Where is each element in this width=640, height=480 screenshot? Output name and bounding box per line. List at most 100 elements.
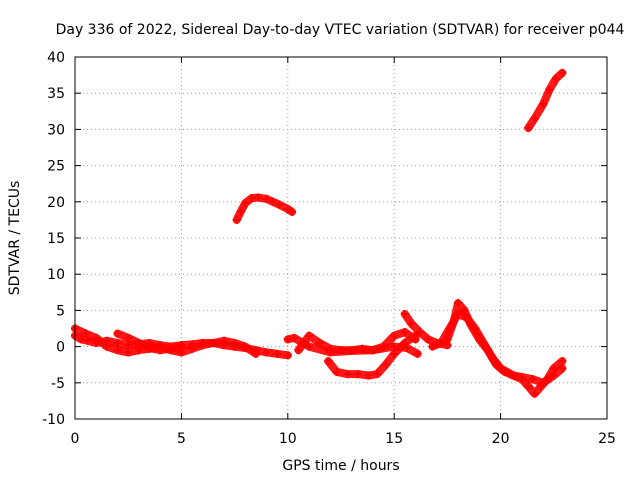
data-point xyxy=(283,335,292,344)
data-point xyxy=(400,310,409,319)
y-tick-label: 10 xyxy=(47,267,65,283)
data-point xyxy=(343,370,352,379)
data-point xyxy=(381,360,390,369)
data-point xyxy=(113,329,122,338)
data-point xyxy=(81,329,90,338)
x-tick-label: 0 xyxy=(71,431,80,447)
data-point xyxy=(124,333,133,342)
data-point xyxy=(543,375,552,384)
data-point xyxy=(390,331,399,340)
data-point xyxy=(558,68,567,77)
data-point xyxy=(509,371,518,380)
data-point xyxy=(241,342,250,351)
data-point xyxy=(294,346,303,355)
data-point xyxy=(156,346,165,355)
series-line xyxy=(324,331,420,380)
y-tick-label: 30 xyxy=(47,122,65,138)
data-point xyxy=(219,336,228,345)
data-point xyxy=(166,344,175,353)
series-line xyxy=(232,193,297,224)
data-point xyxy=(305,331,314,340)
data-point xyxy=(537,382,546,391)
data-point xyxy=(524,123,533,132)
data-point xyxy=(424,335,433,344)
data-point xyxy=(528,375,537,384)
x-tick-label: 5 xyxy=(177,431,186,447)
data-point xyxy=(324,357,333,366)
x-tick-label: 15 xyxy=(385,431,403,447)
x-tick-label: 20 xyxy=(492,431,510,447)
data-point xyxy=(283,205,292,214)
data-point xyxy=(407,319,416,328)
data-point xyxy=(368,346,377,355)
y-tick-label: -10 xyxy=(42,412,65,428)
data-point xyxy=(230,338,239,347)
series-track-10 xyxy=(443,299,567,398)
data-point xyxy=(545,85,554,94)
x-axis-label: GPS time / hours xyxy=(282,458,399,474)
series-track-3 xyxy=(113,329,186,355)
chart-title: Day 336 of 2022, Sidereal Day-to-day VTE… xyxy=(56,22,625,38)
data-point xyxy=(251,349,260,358)
data-point xyxy=(262,194,271,203)
data-point xyxy=(198,341,207,350)
data-point xyxy=(530,114,539,123)
data-layer xyxy=(71,68,567,398)
data-point xyxy=(177,342,186,351)
data-point xyxy=(232,215,241,224)
y-tick-label: 20 xyxy=(47,195,65,211)
data-point xyxy=(413,349,422,358)
data-point xyxy=(275,200,284,209)
y-tick-label: 25 xyxy=(47,159,65,175)
y-axis-label: SDTVAR / TECUs xyxy=(7,181,23,296)
data-point xyxy=(539,100,548,109)
axes: 0 5 10 15 20 25 -10 -5 0 5 10 15 20 25 30 35 40 xyxy=(42,50,616,447)
data-point xyxy=(113,338,122,347)
data-point xyxy=(492,360,501,369)
data-point xyxy=(500,367,509,376)
data-point xyxy=(254,193,263,202)
data-point xyxy=(92,333,101,342)
data-point xyxy=(124,341,133,350)
y-tick-label: -5 xyxy=(51,376,65,392)
data-point xyxy=(113,346,122,355)
data-point xyxy=(290,333,299,342)
series-track-4 xyxy=(232,193,297,224)
data-point xyxy=(354,370,363,379)
data-point xyxy=(551,74,560,83)
data-point xyxy=(443,335,452,344)
data-point xyxy=(483,346,492,355)
data-point xyxy=(390,349,399,358)
data-point xyxy=(475,335,484,344)
data-point xyxy=(530,389,539,398)
y-tick-label: 15 xyxy=(47,231,65,247)
y-tick-label: 35 xyxy=(47,86,65,102)
data-point xyxy=(268,197,277,206)
data-point xyxy=(364,371,373,380)
data-point xyxy=(558,357,567,366)
data-point xyxy=(549,364,558,373)
y-tick-label: 5 xyxy=(56,303,65,319)
data-point xyxy=(326,348,335,357)
data-point xyxy=(262,348,271,357)
data-point xyxy=(332,367,341,376)
data-point xyxy=(288,207,297,216)
x-tick-label: 10 xyxy=(279,431,297,447)
data-point xyxy=(347,346,356,355)
data-point xyxy=(236,207,245,216)
y-tick-label: 0 xyxy=(56,340,65,356)
data-point xyxy=(124,348,133,357)
data-point xyxy=(437,338,446,347)
data-point xyxy=(517,375,526,384)
data-point xyxy=(524,382,533,391)
data-point xyxy=(428,342,437,351)
y-tick-label: 40 xyxy=(47,50,65,66)
data-point xyxy=(273,349,282,358)
data-point xyxy=(305,342,314,351)
data-point xyxy=(77,335,86,344)
data-point xyxy=(466,320,475,329)
data-point xyxy=(454,299,463,308)
data-point xyxy=(373,370,382,379)
